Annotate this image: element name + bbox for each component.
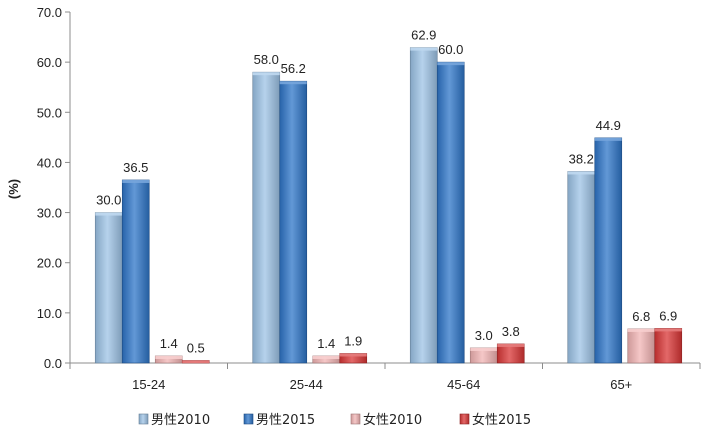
data-label: 60.0 — [438, 42, 463, 57]
bar-top-highlight — [339, 353, 367, 357]
bar-top-highlight — [497, 343, 525, 347]
x-tick-label: 45-64 — [447, 377, 480, 392]
y-tick-label: 20.0 — [37, 256, 62, 271]
data-label: 36.5 — [123, 160, 148, 175]
legend-swatch — [243, 413, 254, 425]
data-label: 6.8 — [632, 309, 650, 324]
bar — [594, 137, 623, 364]
bar — [567, 171, 596, 364]
data-label: 30.0 — [96, 193, 121, 208]
data-label: 58.0 — [254, 52, 279, 67]
bar — [121, 179, 150, 364]
y-tick-label: 50.0 — [37, 105, 62, 120]
data-label: 56.2 — [281, 61, 306, 76]
bar-top-highlight — [594, 137, 622, 141]
data-label: 44.9 — [596, 118, 621, 133]
bar-top-highlight — [182, 360, 210, 363]
bar-top-highlight — [252, 72, 280, 76]
bar-top-highlight — [279, 81, 307, 85]
bar — [279, 80, 308, 364]
x-tick-label: 15-24 — [132, 377, 165, 392]
bar-top-highlight — [567, 171, 595, 175]
data-label: 3.0 — [475, 328, 493, 343]
legend-swatch — [350, 413, 361, 425]
data-label: 1.4 — [160, 336, 178, 351]
bar-top-highlight — [155, 355, 183, 359]
y-tick-label: 40.0 — [37, 155, 62, 170]
y-tick-label: 30.0 — [37, 206, 62, 221]
x-tick-label: 65+ — [610, 377, 632, 392]
bar-top-highlight — [627, 328, 655, 332]
y-tick-label: 10.0 — [37, 306, 62, 321]
bar-top-highlight — [122, 179, 150, 183]
bar-top-highlight — [312, 355, 340, 359]
data-label: 38.2 — [569, 151, 594, 166]
data-label: 3.8 — [502, 324, 520, 339]
bar-top-highlight — [437, 62, 465, 66]
bar — [627, 328, 656, 364]
bar-top-highlight — [470, 347, 498, 351]
legend-swatch — [459, 413, 470, 425]
legend: 男性2010 男性2015 女性2010 女性2015 — [138, 412, 531, 428]
data-label: 1.9 — [344, 333, 362, 348]
legend-label: 男性2010 — [151, 413, 210, 428]
y-axis-title: (%) — [6, 179, 21, 199]
y-tick-label: 0.0 — [44, 356, 62, 371]
bar — [94, 212, 123, 364]
legend-label: 女性2010 — [363, 412, 422, 428]
data-label: 6.9 — [659, 308, 677, 323]
data-label: 62.9 — [411, 28, 436, 43]
legend-label: 女性2015 — [472, 412, 531, 428]
data-label: 0.5 — [187, 340, 205, 355]
x-tick-label: 25-44 — [290, 377, 323, 392]
legend-label: 男性2015 — [256, 413, 315, 428]
legend-swatch — [138, 413, 149, 425]
bar — [252, 71, 281, 364]
bar-top-highlight — [95, 212, 123, 216]
bar-top-highlight — [654, 328, 682, 332]
bar — [436, 61, 465, 364]
bar — [409, 47, 438, 364]
bar — [654, 328, 683, 364]
y-tick-label: 70.0 — [37, 5, 62, 20]
y-tick-label: 60.0 — [37, 55, 62, 70]
bar-top-highlight — [410, 47, 438, 51]
data-label: 1.4 — [317, 336, 335, 351]
